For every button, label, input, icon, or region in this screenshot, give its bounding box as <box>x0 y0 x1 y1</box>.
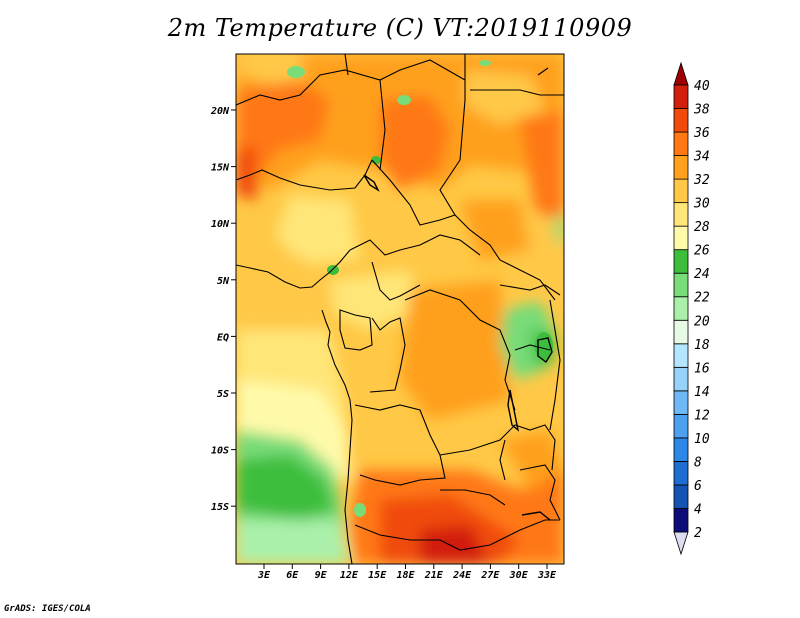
colorbar-box <box>673 84 689 109</box>
colorbar-box <box>673 413 689 439</box>
colorbar-box <box>673 272 689 298</box>
colorbar-label: 8 <box>694 455 702 470</box>
colorbar-label: 24 <box>694 267 710 282</box>
colorbar-box <box>673 155 689 180</box>
colorbar-label: 34 <box>693 150 710 165</box>
colorbar-box <box>673 343 689 368</box>
colorbar-box <box>673 131 689 156</box>
colorbar-box <box>673 225 689 251</box>
colorbar-label: 6 <box>694 479 702 494</box>
lon-tick-label: 3E <box>257 570 271 581</box>
colorbar-label: 12 <box>694 408 710 423</box>
lon-tick-label: 33E <box>537 570 557 581</box>
lon-tick-label: 15E <box>368 570 387 581</box>
lon-tick-label: 12E <box>340 570 359 581</box>
colorbar-label: 28 <box>694 220 710 235</box>
colorbar-label: 40 <box>694 79 710 94</box>
lat-tick-label: EQ <box>217 332 229 343</box>
country-borders <box>236 54 564 564</box>
colorbar-box <box>673 508 689 533</box>
lon-tick-label: 6E <box>286 570 299 581</box>
colorbar-label: 4 <box>694 502 702 517</box>
colorbar-label: 30 <box>693 197 710 212</box>
colorbar-label: 22 <box>694 291 710 306</box>
longitude-axis: 3E 6E 9E 12E 15E 18E 21E 24E 27E 30E 33E <box>257 564 557 581</box>
lat-tick-label: 10N <box>211 219 230 230</box>
colorbar-label: 18 <box>694 338 710 353</box>
colorbar-label: 20 <box>694 314 710 329</box>
colorbar-box <box>673 484 689 509</box>
lat-tick-label: 15S <box>211 502 229 513</box>
colorbar-label: 10 <box>694 432 710 447</box>
latitude-axis: 20N 15N 10N 5N EQ 5S 10S 15S <box>210 106 236 513</box>
colorbar-box <box>673 178 689 204</box>
lat-tick-label: 10S <box>211 446 229 457</box>
lon-tick-label: 24E <box>452 570 472 581</box>
colorbar-box <box>673 296 689 321</box>
colorbar-label: 2 <box>694 526 702 541</box>
lat-tick-label: 15N <box>211 163 230 174</box>
temperature-field <box>236 54 564 564</box>
map-title: 2m Temperature (C) VT:2019110909 <box>167 14 633 42</box>
colorbar-box <box>673 108 689 133</box>
colorbar-box <box>673 202 689 227</box>
colorbar-box <box>673 319 689 345</box>
colorbar-label: 26 <box>694 244 710 259</box>
colorbar-max-arrow <box>673 61 689 86</box>
colorbar-box <box>673 437 689 462</box>
colorbar-label: 38 <box>693 103 710 118</box>
lat-tick-label: 20N <box>210 106 230 117</box>
lon-tick-label: 18E <box>396 570 415 581</box>
colorbar-label: 36 <box>693 126 710 141</box>
lakes <box>363 174 553 521</box>
lon-tick-label: 21E <box>424 570 444 581</box>
colorbar-box <box>673 461 689 486</box>
lat-tick-label: 5N <box>217 276 230 287</box>
lon-tick-label: 27E <box>480 570 500 581</box>
colorbar-label: 14 <box>694 385 710 400</box>
colorbar-label: 32 <box>693 173 710 188</box>
colorbar-label: 16 <box>694 361 710 376</box>
lon-tick-label: 9E <box>315 570 328 581</box>
colorbar-box <box>673 366 689 392</box>
colorbar-box <box>673 390 689 415</box>
lon-tick-label: 30E <box>509 570 529 581</box>
grads-credit: GrADS: IGES/COLA <box>4 604 91 614</box>
lat-tick-label: 5S <box>217 389 229 400</box>
colorbar-min-arrow <box>673 531 689 556</box>
map-frame <box>235 53 565 565</box>
colorbar-box <box>673 249 689 274</box>
